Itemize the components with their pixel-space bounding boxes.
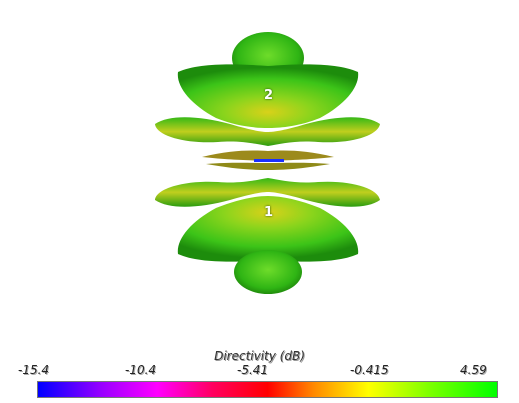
3d-pattern-viewport[interactable]: 2 1 xyxy=(0,0,519,340)
colorbar-tick-label: -10.4 xyxy=(125,363,157,377)
upper-side-lobe xyxy=(155,117,380,146)
legend-title: Directivity (dB) xyxy=(214,349,305,363)
lower-side-lobe xyxy=(155,178,380,207)
null-marker xyxy=(254,159,284,162)
colorbar-tick-label: -5.41 xyxy=(237,363,269,377)
lobe-label-2: 2 xyxy=(264,88,274,103)
colorbar-tick-label: -0.415 xyxy=(350,363,389,377)
lobe-label-1: 1 xyxy=(264,205,274,220)
colorbar-gradient xyxy=(37,381,498,398)
colorbar-tick-label: -15.4 xyxy=(18,363,50,377)
bottom-cap-lobe xyxy=(234,250,302,294)
upper-main-lobe xyxy=(177,64,359,128)
lower-main-lobe xyxy=(177,196,359,262)
radiation-pattern-render xyxy=(155,32,380,294)
equatorial-lobe-upper xyxy=(202,150,334,161)
colorbar-tick-label: 4.59 xyxy=(460,363,487,377)
equatorial-lobe-lower xyxy=(206,162,330,170)
colorbar-legend: Directivity (dB) -15.4 -10.4 -5.41 -0.41… xyxy=(0,345,519,403)
